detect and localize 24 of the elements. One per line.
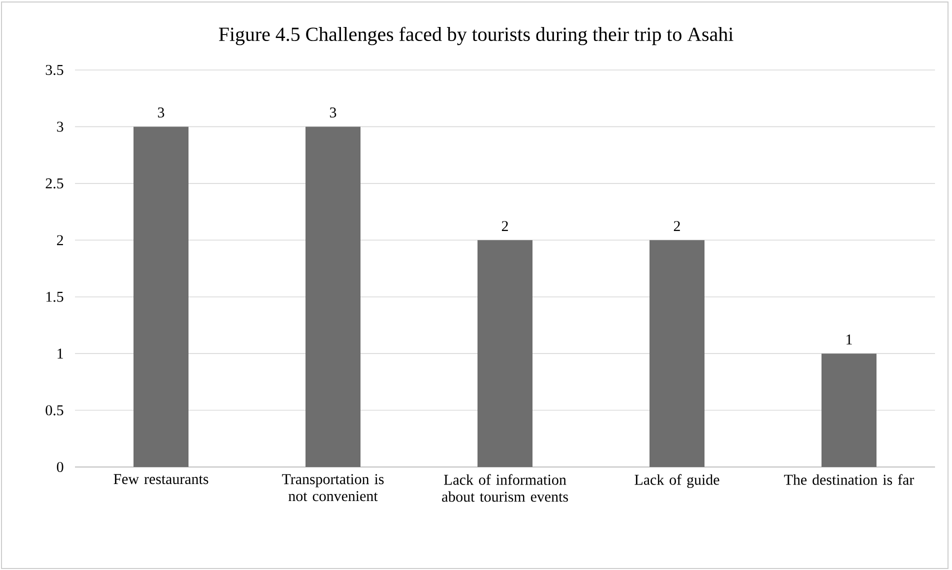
- data-label: 3: [330, 107, 336, 118]
- x-tick-label: Transportation is not convenient: [282, 474, 384, 502]
- y-tick-label: 3.5: [46, 64, 64, 76]
- chart-title: Figure 4.5 Challenges faced by tourists during their trip to Asahi: [218, 26, 734, 46]
- x-tick-label: The destination is far: [784, 474, 914, 485]
- bar: [822, 354, 877, 467]
- data-label: 2: [502, 221, 508, 231]
- bar: [134, 126, 189, 467]
- bar: [478, 240, 533, 467]
- y-tick-label: 1: [58, 348, 63, 358]
- y-tick-label: 0.5: [46, 405, 64, 416]
- x-tick-label: Lack of information about tourism events: [442, 474, 568, 502]
- x-tick-label: Lack of guide: [634, 474, 720, 488]
- y-tick-label: 0: [56, 462, 64, 472]
- data-label: 3: [158, 107, 164, 118]
- data-label: 1: [846, 334, 852, 344]
- bar: [306, 126, 361, 467]
- y-tick-label: 1.5: [46, 292, 64, 302]
- x-tick-label: Few restaurants: [114, 474, 208, 484]
- bar: [650, 240, 705, 467]
- data-label: 2: [674, 221, 680, 231]
- y-tick-label: 2: [57, 235, 63, 246]
- y-tick-label: 3: [57, 122, 64, 132]
- y-tick-label: 2.5: [46, 178, 64, 188]
